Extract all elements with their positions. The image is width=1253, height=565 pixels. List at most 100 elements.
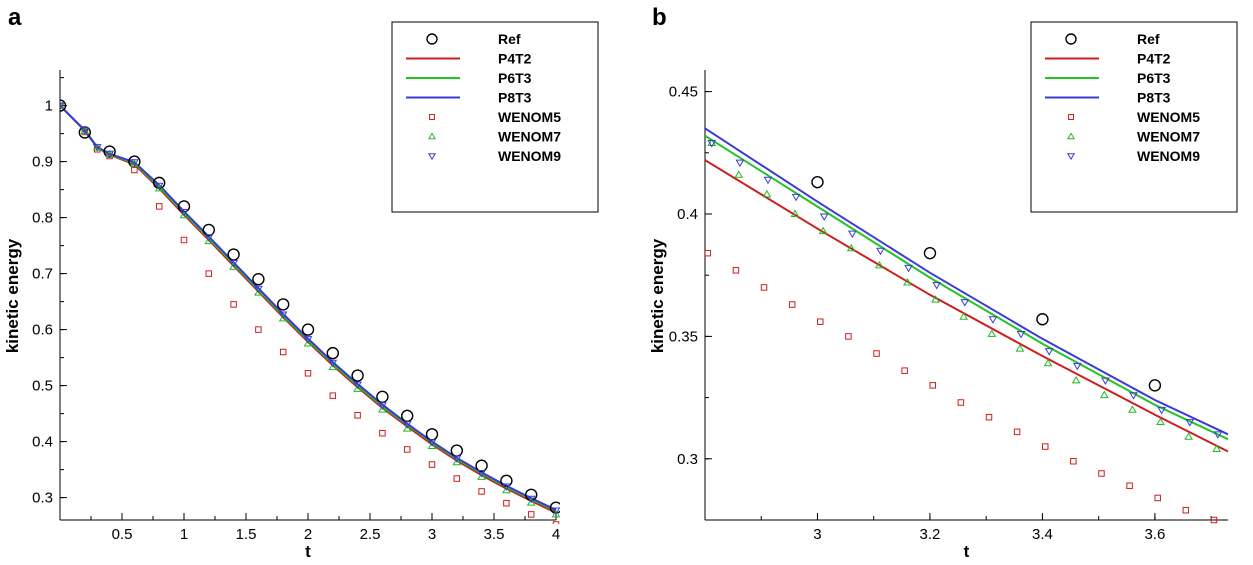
a-point-wenom5 [205, 270, 213, 277]
b-point-wenom9 [1185, 419, 1195, 427]
a-point-wenom5 [131, 166, 138, 174]
a-legend-label-ref: Ref [498, 31, 521, 47]
a-point-wenom7 [452, 457, 462, 466]
chart-b: 3 3.2 3.4 3.6 0.3 0.35 0.4 0.45 t kinetic energy R… [648, 21, 1238, 561]
a-y-tick-label: 0.5 [32, 378, 53, 395]
a-y-tick-label: 0.4 [32, 434, 53, 451]
b-point-wenom5 [985, 413, 993, 421]
a-point-wenom7 [551, 509, 560, 518]
b-point-wenom9 [988, 316, 998, 324]
b-point-wenom7 [1071, 375, 1081, 384]
b-point-wenom5 [1182, 506, 1190, 514]
a-point-wenom7 [502, 485, 511, 494]
b-point-wenom7 [846, 243, 856, 252]
b-point-wenom7 [1184, 432, 1194, 440]
a-point-ref [277, 298, 290, 311]
b-point-wenom5 [1210, 516, 1218, 524]
b-legend-label-wenom9: WENOM9 [1137, 148, 1200, 164]
a-point-wenom9 [477, 470, 486, 478]
a-point-wenom7 [204, 236, 214, 245]
a-point-wenom7 [526, 498, 536, 506]
b-legend-label-p6t3: P6T3 [1137, 70, 1171, 86]
b-point-wenom7 [790, 209, 800, 217]
a-point-wenom5 [155, 203, 163, 210]
a-point-wenom9 [328, 359, 338, 368]
a-legend-label-p6t3: P6T3 [498, 70, 532, 86]
a-point-wenom9 [452, 455, 462, 463]
a-point-wenom9 [80, 127, 90, 135]
b-point-wenom9 [1101, 377, 1110, 385]
a-point-wenom9 [378, 402, 387, 410]
chart-a: 0.5 1 1.5 2 2.5 3 3.5 4 0.3 0.4 0.5 0.6 0.7 0.8 0.9 1 t k… [3, 21, 599, 561]
a-y-tick-label: 0.9 [32, 154, 53, 171]
a-point-wenom9 [402, 421, 412, 429]
a-point-wenom7 [477, 472, 486, 480]
b-point-wenom7 [818, 226, 828, 235]
a-point-ref [401, 409, 414, 423]
b-legend-box [1030, 21, 1238, 213]
b-point-wenom5 [1098, 470, 1105, 477]
a-x-tick-label: 2 [304, 526, 312, 543]
a-point-wenom9 [278, 311, 288, 319]
b-point-wenom9 [876, 247, 885, 256]
a-point-ref [450, 444, 463, 457]
a-y-axis-label: kinetic energy [3, 238, 22, 353]
a-legend-box [391, 21, 599, 213]
a-legend: Ref P4T2 P6T3 P8T3 WENOM5 WENOM7 WENOM9 [391, 21, 599, 213]
a-legend-swatch-ref [426, 33, 438, 45]
a-y-tick-label: 1 [45, 98, 53, 115]
b-point-wenom9 [1213, 431, 1223, 439]
b-point-wenom7 [987, 329, 997, 337]
a-x-axis-label: t [305, 542, 311, 561]
a-series-p8t3-line [60, 104, 557, 511]
a-legend-swatch-wenom5 [429, 114, 435, 120]
a-series-wenom9 [60, 102, 560, 515]
a-point-wenom7 [328, 362, 338, 371]
b-series-p4t2-line [705, 159, 1229, 453]
b-point-wenom7 [874, 260, 884, 269]
a-plot-area [60, 99, 560, 524]
a-point-wenom7 [154, 183, 164, 192]
b-point-wenom9 [960, 299, 970, 307]
b-x-tick-label: 3.2 [920, 526, 941, 543]
a-point-wenom7 [378, 405, 387, 413]
b-point-wenom5 [873, 350, 880, 357]
a-point-ref [351, 369, 364, 382]
b-point-wenom5 [705, 249, 712, 257]
a-point-wenom7 [402, 424, 412, 432]
a-point-wenom5 [379, 429, 386, 437]
a-point-wenom7 [179, 210, 189, 219]
a-point-wenom5 [453, 475, 461, 482]
a-legend-label-p4t2: P4T2 [498, 51, 532, 67]
b-legend-label-wenom7: WENOM7 [1137, 129, 1200, 145]
a-y-tick-label: 0.8 [32, 210, 53, 227]
b-legend-swatch-wenom9 [1066, 153, 1076, 161]
panel-label-a: a [8, 4, 22, 31]
b-point-ref [1036, 313, 1049, 326]
b-point-wenom7 [959, 312, 969, 320]
a-point-ref [60, 99, 67, 112]
b-point-wenom9 [819, 213, 829, 221]
b-point-wenom7 [1015, 344, 1025, 352]
b-point-wenom7 [734, 170, 744, 178]
b-point-wenom5 [957, 399, 965, 406]
b-x-axis-label: t [964, 542, 970, 561]
b-point-wenom9 [1157, 406, 1167, 415]
b-point-wenom5 [732, 267, 740, 274]
a-point-ref [326, 346, 339, 360]
b-series-p8t3-line [705, 127, 1229, 436]
b-legend-label-ref: Ref [1137, 31, 1160, 47]
b-y-tick-label: 0.4 [677, 206, 698, 223]
b-point-wenom5 [760, 284, 768, 291]
a-y-tick-label: 0.7 [32, 266, 53, 283]
a-point-wenom5 [403, 446, 411, 453]
a-x-tick-label: 1 [180, 526, 188, 543]
b-point-wenom9 [707, 140, 717, 148]
a-y-tick-label: 0.3 [32, 490, 53, 507]
a-point-ref [202, 223, 216, 237]
a-point-wenom9 [130, 159, 139, 167]
b-point-wenom9 [904, 264, 913, 273]
b-legend-label-p8t3: P8T3 [1137, 90, 1171, 106]
a-legend-label-wenom7: WENOM7 [498, 129, 561, 145]
